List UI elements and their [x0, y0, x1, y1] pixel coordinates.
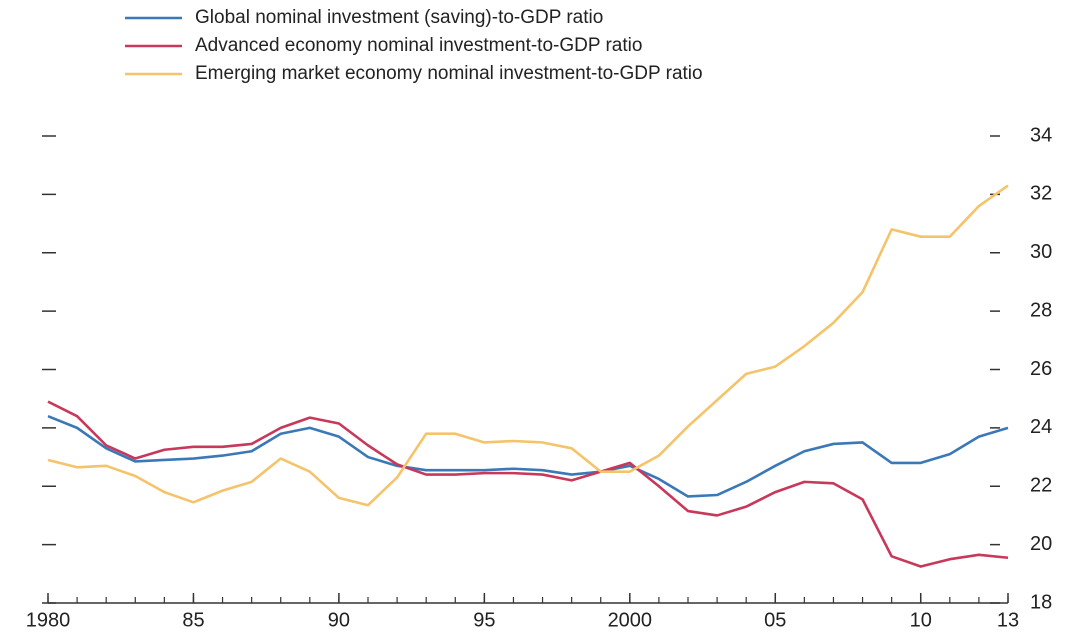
legend-label: Emerging market economy nominal investme…	[195, 63, 703, 84]
x-tick-label: 2000	[608, 609, 653, 631]
legend-label: Advanced economy nominal investment-to-G…	[195, 35, 642, 56]
y-tick-label: 32	[1030, 183, 1052, 205]
legend-label: Global nominal investment (saving)-to-GD…	[195, 7, 603, 28]
x-tick-label: 90	[328, 609, 350, 631]
x-tick-label: 05	[764, 609, 786, 631]
y-tick-label: 26	[1030, 358, 1052, 380]
x-tick-label: 1980	[26, 609, 71, 631]
series-line	[47, 184, 1009, 507]
x-tick-label: 13	[997, 609, 1019, 631]
y-tick-label: 20	[1030, 533, 1052, 555]
y-tick-label: 28	[1030, 299, 1052, 321]
y-tick-label: 34	[1030, 124, 1052, 146]
x-tick-label: 95	[473, 609, 495, 631]
x-tick-label: 85	[182, 609, 204, 631]
series-line	[47, 414, 1009, 498]
x-tick-label: 10	[910, 609, 932, 631]
y-tick-label: 18	[1030, 591, 1052, 613]
y-tick-label: 22	[1030, 475, 1052, 497]
y-tick-label: 30	[1030, 241, 1052, 263]
series-line	[47, 400, 1009, 568]
y-tick-label: 24	[1030, 416, 1052, 438]
